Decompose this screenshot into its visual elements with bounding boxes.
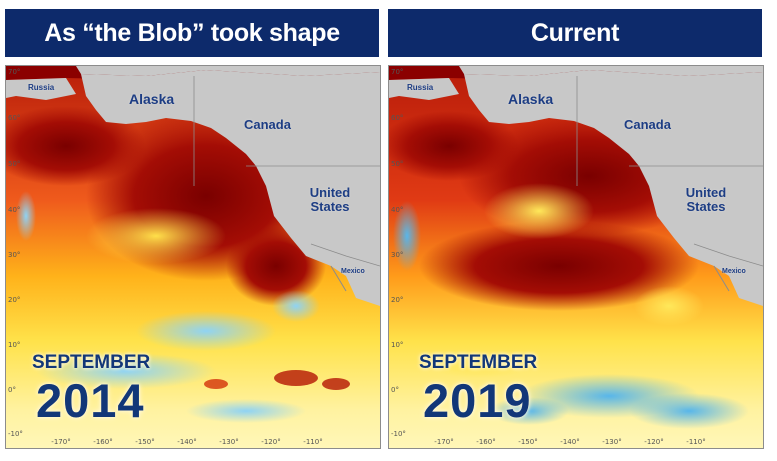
lat-tick: 10°	[391, 341, 404, 349]
north-america-landmass	[81, 70, 380, 306]
map-graphic	[389, 66, 763, 448]
lon-tick: -150°	[135, 438, 155, 446]
year-label: 2019	[423, 374, 532, 427]
lon-tick: -110°	[303, 438, 323, 446]
lat-tick: -10°	[8, 430, 23, 438]
label-alaska: Alaska	[508, 91, 554, 107]
label-canada: Canada	[624, 117, 671, 132]
label-canada: Canada	[244, 117, 291, 132]
year-label: 2014	[36, 374, 145, 427]
lat-tick: 60°	[391, 114, 404, 122]
lat-tick: 70°	[8, 68, 21, 76]
label-alaska: Alaska	[129, 91, 175, 107]
lat-tick: 40°	[391, 206, 404, 214]
lat-tick: 70°	[391, 68, 404, 76]
label-mexico: Mexico	[722, 268, 746, 275]
panel-2019: Current	[388, 9, 764, 456]
lon-tick: -170°	[434, 438, 454, 446]
russia-landmass	[389, 78, 459, 100]
label-united-states: United States	[685, 185, 727, 214]
label-russia: Russia	[28, 83, 55, 92]
lat-tick: 50°	[8, 160, 21, 168]
lat-tick: 40°	[8, 206, 21, 214]
lon-tick: -120°	[644, 438, 664, 446]
north-america-landmass	[464, 70, 763, 306]
lat-tick: 20°	[391, 296, 404, 304]
label-mexico: Mexico	[341, 268, 365, 275]
lat-tick: 50°	[391, 160, 404, 168]
panel-2014: As “the Blob” took shape	[5, 9, 381, 456]
sst-anomaly-map: 70° 60° 50° 40° 30° 20° 10° 0° -10° -170…	[388, 65, 764, 449]
lon-tick: -130°	[602, 438, 622, 446]
lon-tick: -110°	[686, 438, 706, 446]
lon-tick: -170°	[51, 438, 71, 446]
label-russia: Russia	[407, 83, 434, 92]
panel-title: Current	[388, 9, 762, 57]
lat-tick: 0°	[8, 386, 16, 394]
lon-tick: -150°	[518, 438, 538, 446]
lat-tick: 20°	[8, 296, 21, 304]
russia-landmass	[6, 78, 76, 100]
label-united-states: United States	[309, 185, 351, 214]
panel-title: As “the Blob” took shape	[5, 9, 379, 57]
lat-tick: 60°	[8, 114, 21, 122]
month-label: SEPTEMBER	[419, 352, 538, 373]
lon-tick: -140°	[177, 438, 197, 446]
lat-tick: 30°	[391, 251, 404, 259]
lon-tick: -160°	[93, 438, 113, 446]
lon-tick: -130°	[219, 438, 239, 446]
lat-tick: -10°	[391, 430, 406, 438]
map-graphic	[6, 66, 380, 448]
lat-tick: 10°	[8, 341, 21, 349]
lon-tick: -140°	[560, 438, 580, 446]
lon-tick: -120°	[261, 438, 281, 446]
lat-tick: 30°	[8, 251, 21, 259]
lat-tick: 0°	[391, 386, 399, 394]
lon-tick: -160°	[476, 438, 496, 446]
month-label: SEPTEMBER	[32, 352, 151, 373]
sst-anomaly-map: 70° 60° 50° 40° 30° 20° 10° 0° -10° -170…	[5, 65, 381, 449]
